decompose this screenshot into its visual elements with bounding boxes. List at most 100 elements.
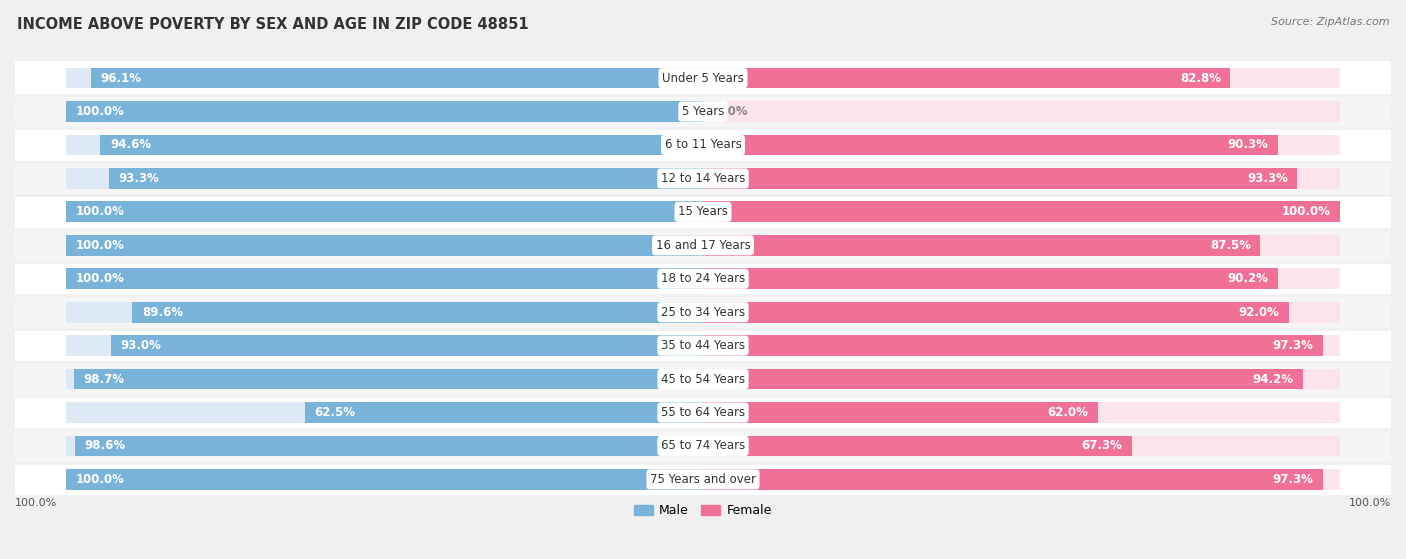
Text: 62.5%: 62.5% — [315, 406, 356, 419]
Text: 12 to 14 Years: 12 to 14 Years — [661, 172, 745, 185]
Text: 55 to 64 Years: 55 to 64 Years — [661, 406, 745, 419]
Bar — [15, 296, 1391, 329]
Text: 93.0%: 93.0% — [120, 339, 160, 352]
Bar — [703, 335, 1340, 356]
Bar — [15, 128, 1391, 162]
Bar — [66, 402, 703, 423]
Bar — [703, 268, 1340, 289]
Bar — [15, 429, 1391, 463]
Bar — [703, 402, 1340, 423]
Bar — [66, 101, 703, 122]
Text: 100.0%: 100.0% — [76, 239, 124, 252]
Text: 92.0%: 92.0% — [1239, 306, 1279, 319]
Bar — [66, 268, 703, 289]
Text: INCOME ABOVE POVERTY BY SEX AND AGE IN ZIP CODE 48851: INCOME ABOVE POVERTY BY SEX AND AGE IN Z… — [17, 17, 529, 32]
Bar — [66, 201, 703, 222]
Bar — [66, 235, 703, 255]
Bar — [15, 329, 1391, 362]
Bar — [66, 135, 703, 155]
Bar — [703, 302, 1289, 323]
Text: 94.6%: 94.6% — [110, 139, 150, 151]
Bar — [703, 369, 1340, 390]
Text: 90.2%: 90.2% — [1227, 272, 1268, 285]
Bar — [15, 262, 1391, 296]
Bar — [66, 168, 703, 189]
Text: 100.0%: 100.0% — [76, 105, 124, 118]
Bar — [703, 168, 1298, 189]
Bar — [100, 135, 703, 155]
Text: 100.0%: 100.0% — [76, 205, 124, 219]
Bar — [703, 335, 1323, 356]
Bar — [66, 469, 703, 490]
Bar — [111, 335, 703, 356]
Text: Under 5 Years: Under 5 Years — [662, 72, 744, 84]
Bar — [66, 68, 703, 88]
Text: 82.8%: 82.8% — [1180, 72, 1220, 84]
Text: 5 Years: 5 Years — [682, 105, 724, 118]
Text: 97.3%: 97.3% — [1272, 339, 1313, 352]
Bar — [66, 201, 703, 222]
Bar — [305, 402, 703, 423]
Text: 89.6%: 89.6% — [142, 306, 183, 319]
Bar — [66, 469, 703, 490]
Text: 98.7%: 98.7% — [84, 372, 125, 386]
Bar — [15, 396, 1391, 429]
Bar — [108, 168, 703, 189]
Bar — [703, 135, 1340, 155]
Text: 94.2%: 94.2% — [1253, 372, 1294, 386]
Bar — [15, 195, 1391, 229]
Text: 100.0%: 100.0% — [1282, 205, 1330, 219]
Bar — [66, 101, 703, 122]
Bar — [703, 201, 1340, 222]
Text: 90.3%: 90.3% — [1227, 139, 1268, 151]
Text: 6 to 11 Years: 6 to 11 Years — [665, 139, 741, 151]
Text: 18 to 24 Years: 18 to 24 Years — [661, 272, 745, 285]
Bar — [703, 235, 1260, 255]
Text: 87.5%: 87.5% — [1209, 239, 1251, 252]
Text: 93.3%: 93.3% — [1247, 172, 1288, 185]
Bar — [703, 68, 1230, 88]
Bar — [66, 435, 703, 456]
Bar — [15, 463, 1391, 496]
Bar — [66, 235, 703, 255]
Text: 100.0%: 100.0% — [1348, 498, 1391, 508]
Bar — [703, 435, 1132, 456]
Bar — [75, 435, 703, 456]
Bar — [15, 61, 1391, 95]
Bar — [15, 229, 1391, 262]
Bar — [66, 369, 703, 390]
Text: 100.0%: 100.0% — [76, 473, 124, 486]
Text: 0.0%: 0.0% — [716, 105, 748, 118]
Bar — [703, 235, 1340, 255]
Bar — [66, 302, 703, 323]
Bar — [703, 469, 1340, 490]
Bar — [703, 302, 1340, 323]
Bar — [703, 402, 1098, 423]
Text: 98.6%: 98.6% — [84, 439, 125, 452]
Bar — [703, 469, 1323, 490]
Text: 96.1%: 96.1% — [100, 72, 142, 84]
Text: 16 and 17 Years: 16 and 17 Years — [655, 239, 751, 252]
Bar — [75, 369, 703, 390]
Bar — [703, 435, 1340, 456]
Text: 15 Years: 15 Years — [678, 205, 728, 219]
Bar — [703, 268, 1278, 289]
Bar — [15, 162, 1391, 195]
Bar — [132, 302, 703, 323]
Text: 65 to 74 Years: 65 to 74 Years — [661, 439, 745, 452]
Text: 100.0%: 100.0% — [76, 272, 124, 285]
Bar — [15, 362, 1391, 396]
Bar — [703, 168, 1340, 189]
Text: 35 to 44 Years: 35 to 44 Years — [661, 339, 745, 352]
Text: 75 Years and over: 75 Years and over — [650, 473, 756, 486]
Bar — [66, 335, 703, 356]
Text: 100.0%: 100.0% — [15, 498, 58, 508]
Text: 67.3%: 67.3% — [1081, 439, 1122, 452]
Text: 62.0%: 62.0% — [1047, 406, 1088, 419]
Bar — [66, 268, 703, 289]
Bar — [703, 201, 1340, 222]
Bar — [703, 369, 1303, 390]
Text: 25 to 34 Years: 25 to 34 Years — [661, 306, 745, 319]
Text: 45 to 54 Years: 45 to 54 Years — [661, 372, 745, 386]
Legend: Male, Female: Male, Female — [630, 499, 776, 522]
